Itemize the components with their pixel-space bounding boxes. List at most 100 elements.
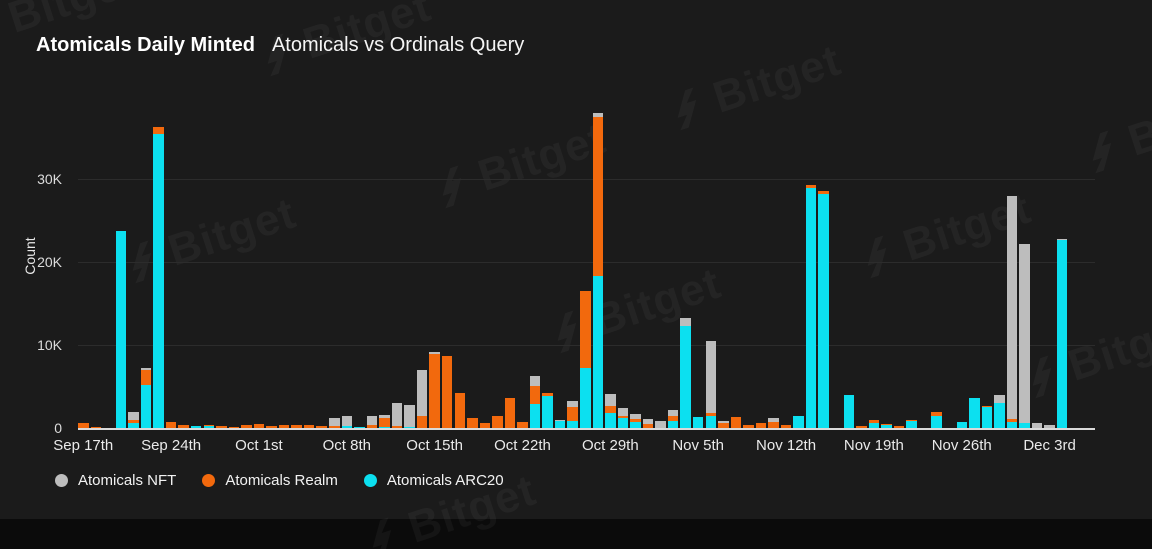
bar-segment-realm[interactable] <box>441 355 453 428</box>
bar-segment-realm[interactable] <box>153 126 164 135</box>
bar-segment-realm[interactable] <box>203 425 214 426</box>
bar-segment-realm[interactable] <box>529 385 541 404</box>
bar-segment-realm[interactable] <box>743 425 754 428</box>
bar-segment-nft[interactable] <box>768 418 779 422</box>
bar-segment-realm[interactable] <box>266 425 277 428</box>
bar-segment-nft[interactable] <box>529 375 541 386</box>
bar-segment-nft[interactable] <box>1006 195 1018 419</box>
bar-segment-arc20[interactable] <box>592 276 604 428</box>
bar-segment-realm[interactable] <box>906 419 917 422</box>
bar-segment-realm[interactable] <box>329 426 340 428</box>
bar-segment-nft[interactable] <box>379 414 390 418</box>
bar-segment-realm[interactable] <box>416 416 428 428</box>
bar-segment-realm[interactable] <box>303 425 315 428</box>
bar-segment-realm[interactable] <box>366 424 378 428</box>
bar-segment-arc20[interactable] <box>153 134 164 428</box>
bar-segment-realm[interactable] <box>718 423 729 428</box>
bar-segment-arc20[interactable] <box>140 384 152 428</box>
bar-segment-arc20[interactable] <box>617 418 629 428</box>
bar-segment-nft[interactable] <box>404 404 415 427</box>
bar-segment-nft[interactable] <box>705 340 716 414</box>
bar-segment-realm[interactable] <box>617 415 629 419</box>
bar-segment-realm[interactable] <box>856 425 867 428</box>
bar-segment-nft[interactable] <box>642 418 654 424</box>
bar-segment-nft[interactable] <box>630 413 641 419</box>
bar-segment-arc20[interactable] <box>1056 240 1068 428</box>
bar-segment-arc20[interactable] <box>931 415 942 428</box>
bar-segment-nft[interactable] <box>140 368 152 370</box>
bar-segment-arc20[interactable] <box>667 421 679 428</box>
bar-segment-arc20[interactable] <box>580 368 591 428</box>
bar-segment-realm[interactable] <box>881 423 892 426</box>
bar-segment-arc20[interactable] <box>379 426 390 428</box>
legend-item-nft[interactable]: Atomicals NFT <box>55 472 176 489</box>
bar-segment-arc20[interactable] <box>981 407 993 428</box>
bar-segment-arc20[interactable] <box>969 398 980 428</box>
bar-segment-nft[interactable] <box>128 412 139 420</box>
bar-segment-realm[interactable] <box>253 423 265 428</box>
bar-segment-arc20[interactable] <box>868 423 880 428</box>
bar-segment-nft[interactable] <box>655 420 666 428</box>
bar-segment-realm[interactable] <box>479 422 491 428</box>
bar-segment-realm[interactable] <box>429 354 440 428</box>
bar-segment-nft[interactable] <box>554 419 566 421</box>
bar-segment-nft[interactable] <box>617 408 629 416</box>
bar-segment-realm[interactable] <box>642 423 654 428</box>
bar-segment-realm[interactable] <box>316 425 327 428</box>
bar-segment-realm[interactable] <box>667 415 679 422</box>
bar-segment-arc20[interactable] <box>404 426 415 428</box>
bar-segment-realm[interactable] <box>391 425 403 428</box>
bar-segment-realm[interactable] <box>705 413 716 417</box>
bar-segment-realm[interactable] <box>128 419 139 424</box>
legend-item-realm[interactable]: Atomicals Realm <box>202 472 338 489</box>
bar-segment-realm[interactable] <box>90 426 102 428</box>
bar-segment-realm[interactable] <box>178 425 189 428</box>
bar-segment-realm[interactable] <box>542 393 553 396</box>
bar-segment-realm[interactable] <box>981 406 993 408</box>
bar-segment-arc20[interactable] <box>805 188 817 428</box>
bar-segment-arc20[interactable] <box>529 403 541 428</box>
bar-segment-nft[interactable] <box>567 400 578 408</box>
bar-segment-nft[interactable] <box>429 352 440 355</box>
bar-segment-nft[interactable] <box>1044 425 1055 428</box>
bar-segment-realm[interactable] <box>605 406 616 414</box>
bar-segment-realm[interactable] <box>228 426 240 428</box>
bar-segment-realm[interactable] <box>216 426 227 428</box>
bar-segment-realm[interactable] <box>630 418 641 423</box>
bar-segment-realm[interactable] <box>278 425 290 428</box>
bar-segment-realm[interactable] <box>504 398 516 428</box>
bar-segment-realm[interactable] <box>868 419 880 424</box>
bar-segment-realm[interactable] <box>592 116 604 277</box>
bar-segment-realm[interactable] <box>140 369 152 385</box>
bar-segment-arc20[interactable] <box>203 425 214 428</box>
bar-segment-realm[interactable] <box>931 412 942 416</box>
bar-segment-realm[interactable] <box>78 423 89 428</box>
bar-segment-arc20[interactable] <box>630 422 641 428</box>
bar-segment-realm[interactable] <box>768 421 779 428</box>
bar-segment-realm[interactable] <box>780 424 792 428</box>
bar-segment-arc20[interactable] <box>906 421 917 428</box>
bar-segment-arc20[interactable] <box>818 193 829 428</box>
bar-segment-arc20[interactable] <box>881 425 892 428</box>
legend-item-arc20[interactable]: Atomicals ARC20 <box>363 472 504 489</box>
bar-segment-nft[interactable] <box>1019 243 1030 424</box>
bar-segment-realm[interactable] <box>567 407 578 421</box>
bar-segment-realm[interactable] <box>818 191 829 194</box>
bar-segment-arc20[interactable] <box>793 415 804 428</box>
bar-segment-nft[interactable] <box>605 393 616 407</box>
bar-segment-nft[interactable] <box>341 416 353 426</box>
bar-segment-arc20[interactable] <box>354 426 365 428</box>
bar-segment-realm[interactable] <box>467 418 478 428</box>
bar-segment-realm[interactable] <box>755 423 767 428</box>
bar-segment-nft[interactable] <box>1056 238 1068 241</box>
bar-segment-arc20[interactable] <box>994 403 1005 428</box>
bar-segment-nft[interactable] <box>667 409 679 416</box>
bar-segment-arc20[interactable] <box>341 425 353 428</box>
bar-segment-nft[interactable] <box>680 318 691 326</box>
bar-segment-realm[interactable] <box>517 421 528 428</box>
bar-segment-arc20[interactable] <box>705 416 716 428</box>
bar-segment-arc20[interactable] <box>542 395 553 428</box>
bar-segment-arc20[interactable] <box>692 417 704 428</box>
bar-segment-realm[interactable] <box>730 416 742 428</box>
bar-segment-arc20[interactable] <box>128 423 139 428</box>
